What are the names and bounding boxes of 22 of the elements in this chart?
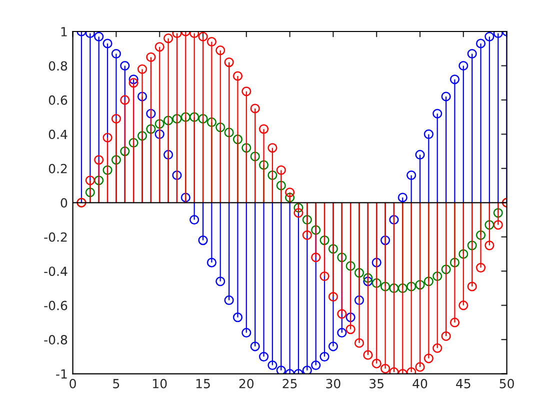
x-tick-label: 20 — [239, 378, 254, 388]
y-tick-label: 0.8 — [48, 61, 68, 71]
y-tick-label: 0.6 — [48, 95, 68, 105]
x-tick-label: 0 — [70, 378, 76, 388]
x-tick-label: 45 — [456, 379, 470, 388]
x-tick-label: 40 — [412, 378, 428, 388]
y-tick-label: 1 — [61, 27, 67, 36]
x-tick-label: 25 — [282, 378, 297, 388]
y-tick-label: -0.6 — [44, 300, 68, 310]
y-tick-label: -0.8 — [44, 335, 68, 344]
x-tick-label: 50 — [500, 378, 514, 388]
x-tick-label: 35 — [370, 378, 384, 388]
y-tick-label: 0.2 — [48, 164, 67, 174]
x-tick-label: 10 — [153, 378, 167, 388]
y-tick-label: -0.4 — [44, 266, 68, 276]
y-tick-label: 0 — [60, 198, 68, 208]
x-tick-label: 5 — [113, 379, 120, 388]
y-tick-label: -1 — [56, 369, 67, 379]
x-tick-label: 15 — [196, 379, 210, 388]
y-tick-label: 0.4 — [48, 130, 68, 140]
y-tick-label: -0.2 — [44, 232, 67, 242]
x-tick-label: 30 — [326, 378, 340, 388]
